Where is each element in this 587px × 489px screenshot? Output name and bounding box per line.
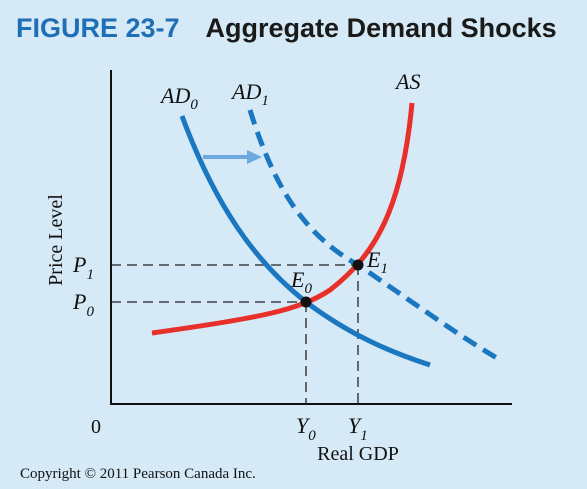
x-axis-title: Real GDP: [317, 443, 399, 465]
shift-arrow-head: [247, 150, 262, 164]
p1-label: P1: [72, 252, 94, 283]
ad1-curve: [247, 109, 502, 363]
y0-label: Y0: [296, 413, 316, 444]
y1-label: Y1: [348, 413, 368, 444]
copyright-text: Copyright © 2011 Pearson Canada Inc.: [20, 466, 256, 482]
e1-point: [352, 259, 364, 271]
e0-label: E0: [290, 267, 312, 297]
as-label: AS: [394, 69, 420, 94]
figure-name: Aggregate Demand Shocks: [205, 13, 557, 43]
origin-label: 0: [91, 416, 101, 438]
ad1-label: AD1: [230, 79, 269, 109]
figure-number: FIGURE 23-7: [16, 13, 180, 43]
y-axis-title: Price Level: [45, 194, 67, 286]
figure-title: FIGURE 23-7 Aggregate Demand Shocks: [16, 10, 557, 46]
p0-label: P0: [72, 289, 94, 320]
e0-point: [300, 296, 312, 308]
ad0-label: AD0: [159, 83, 198, 113]
as-curve: [151, 102, 415, 336]
ad0-curve: [179, 115, 431, 368]
e1-label: E1: [366, 247, 388, 277]
